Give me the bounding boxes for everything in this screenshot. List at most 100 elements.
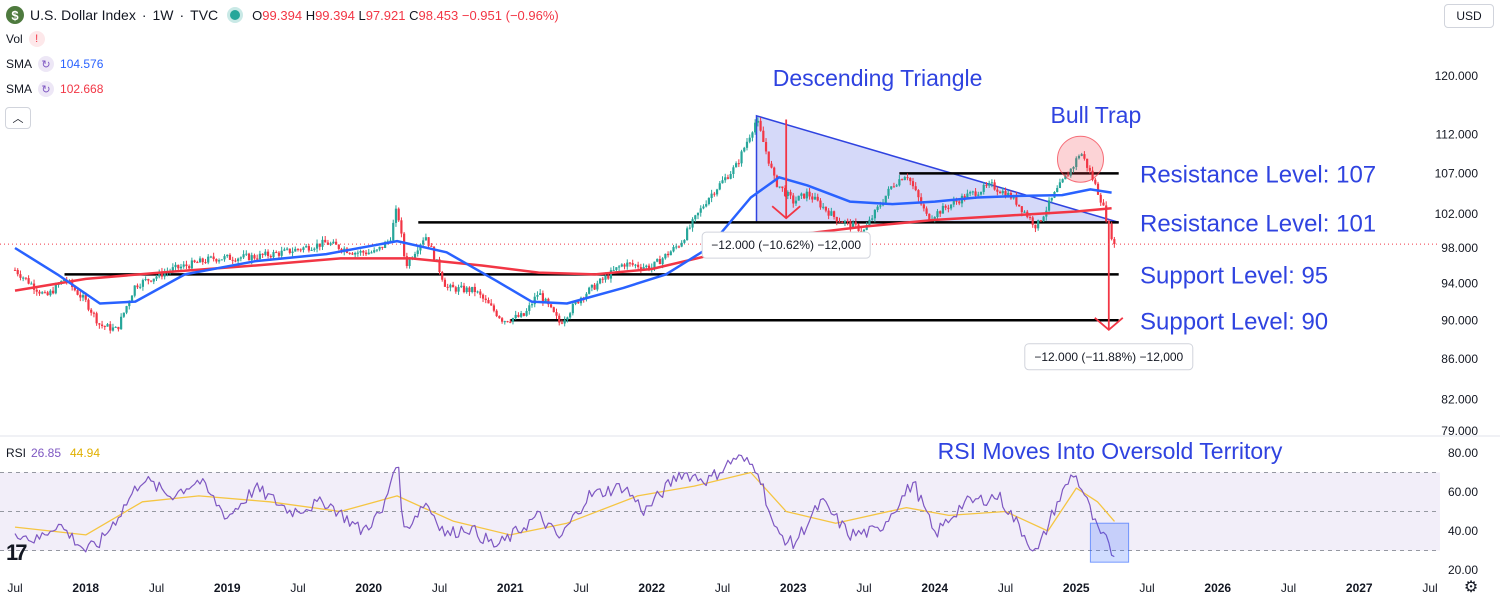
candle-body	[16, 269, 19, 275]
candle-body	[917, 190, 920, 198]
indicator-sma-2[interactable]: SMA ↻ 102.668	[6, 81, 103, 97]
indicator-vol[interactable]: Vol !	[6, 31, 45, 47]
candle-body	[569, 313, 572, 318]
candle-body	[247, 253, 251, 261]
candle-body	[125, 306, 128, 313]
candle-body	[209, 256, 213, 258]
candle-body	[658, 259, 662, 265]
candle-body	[277, 252, 281, 256]
candle-body	[577, 301, 580, 304]
candle-body	[103, 325, 106, 327]
rsi-value: 26.85	[31, 446, 61, 460]
chevron-up-icon: ︿	[12, 113, 24, 125]
price-axis-label: 102.000	[1435, 207, 1479, 221]
settings-gear-icon[interactable]: ⚙	[1463, 579, 1479, 596]
candle-body	[770, 163, 773, 168]
candle-body	[130, 295, 134, 302]
candle-body	[373, 250, 376, 253]
candle-body	[441, 272, 444, 280]
candle-body	[588, 287, 591, 294]
candle-body	[903, 177, 906, 181]
candle-body	[24, 277, 27, 279]
candle-body	[1037, 220, 1040, 229]
currency-button[interactable]: USD	[1444, 4, 1494, 28]
source-label: TVC	[190, 7, 219, 23]
candle-body	[22, 277, 25, 279]
candle-body	[705, 204, 708, 207]
interval-label[interactable]: 1W	[152, 7, 174, 23]
loading-spinner-icon: ↻	[38, 81, 55, 97]
candle-body	[517, 314, 520, 317]
candle-body	[354, 252, 357, 255]
measure-1-box	[701, 231, 871, 259]
price-axis-label: 86.000	[1441, 352, 1478, 366]
warning-icon[interactable]: !	[28, 31, 45, 47]
candle-body	[1066, 175, 1070, 177]
candle-body	[759, 120, 762, 131]
candle-body	[460, 285, 463, 288]
collapse-indicators-button[interactable]: ︿	[5, 107, 31, 129]
candle-body	[280, 250, 283, 256]
candle-body	[381, 246, 384, 248]
candle-body	[686, 228, 689, 241]
tradingview-logo-icon: 17	[6, 540, 28, 565]
candle-body	[193, 260, 196, 263]
measure-1-arrowhead	[771, 205, 801, 220]
candle-body	[318, 243, 321, 247]
candle-body	[585, 293, 588, 299]
candle-body	[822, 206, 825, 208]
candle-body	[109, 324, 112, 331]
header-separator-2: ·	[179, 7, 185, 23]
candle-body	[876, 206, 879, 210]
candle-body	[639, 267, 642, 269]
indicator-sma-1[interactable]: SMA ↻ 104.576	[6, 56, 103, 72]
candle-body	[609, 270, 613, 279]
candle-body	[560, 322, 564, 324]
candle-body	[84, 295, 87, 300]
candle-body	[174, 264, 177, 268]
candle-body	[988, 183, 991, 186]
candle-body	[13, 269, 17, 271]
candle-body	[751, 132, 754, 138]
candle-body	[288, 248, 291, 253]
candle-body	[1004, 191, 1007, 198]
candle-body	[664, 253, 667, 259]
candle-body	[1061, 179, 1064, 183]
candle-body	[977, 194, 980, 196]
candle-body	[710, 193, 713, 199]
symbol-name[interactable]: U.S. Dollar Index	[30, 7, 136, 23]
level-label-95: Support Level: 95	[1140, 262, 1328, 289]
candle-body	[120, 316, 123, 330]
candle-body	[1001, 191, 1004, 194]
candle-body	[41, 292, 44, 294]
candle-body	[149, 280, 153, 282]
candle-body	[628, 262, 632, 264]
candle-body	[427, 237, 430, 246]
candle-body	[1042, 216, 1045, 222]
candle-body	[843, 220, 847, 223]
candle-body	[258, 253, 262, 260]
candle-body	[775, 175, 779, 187]
candle-body	[403, 233, 406, 257]
candle-body	[490, 303, 493, 306]
price-axis-label: 98.000	[1441, 241, 1478, 255]
candle-body	[383, 242, 387, 248]
time-axis-label: 2023	[780, 581, 807, 595]
candle-body	[666, 253, 670, 256]
candle-body	[890, 186, 893, 189]
candle-body	[593, 284, 596, 290]
candle-body	[405, 256, 408, 266]
candle-body	[498, 316, 501, 319]
candle-body	[879, 205, 882, 207]
candle-body	[620, 264, 623, 267]
measure-2-box	[1024, 343, 1194, 371]
candle-body	[215, 259, 218, 262]
measure-2-arrowhead	[1094, 317, 1124, 331]
candle-body	[98, 323, 101, 325]
candle-body	[740, 151, 743, 164]
candle-body	[563, 319, 566, 324]
candle-body	[364, 252, 368, 255]
candle-body	[1102, 202, 1105, 206]
candle-body	[590, 284, 593, 288]
vol-label: Vol	[6, 32, 23, 46]
